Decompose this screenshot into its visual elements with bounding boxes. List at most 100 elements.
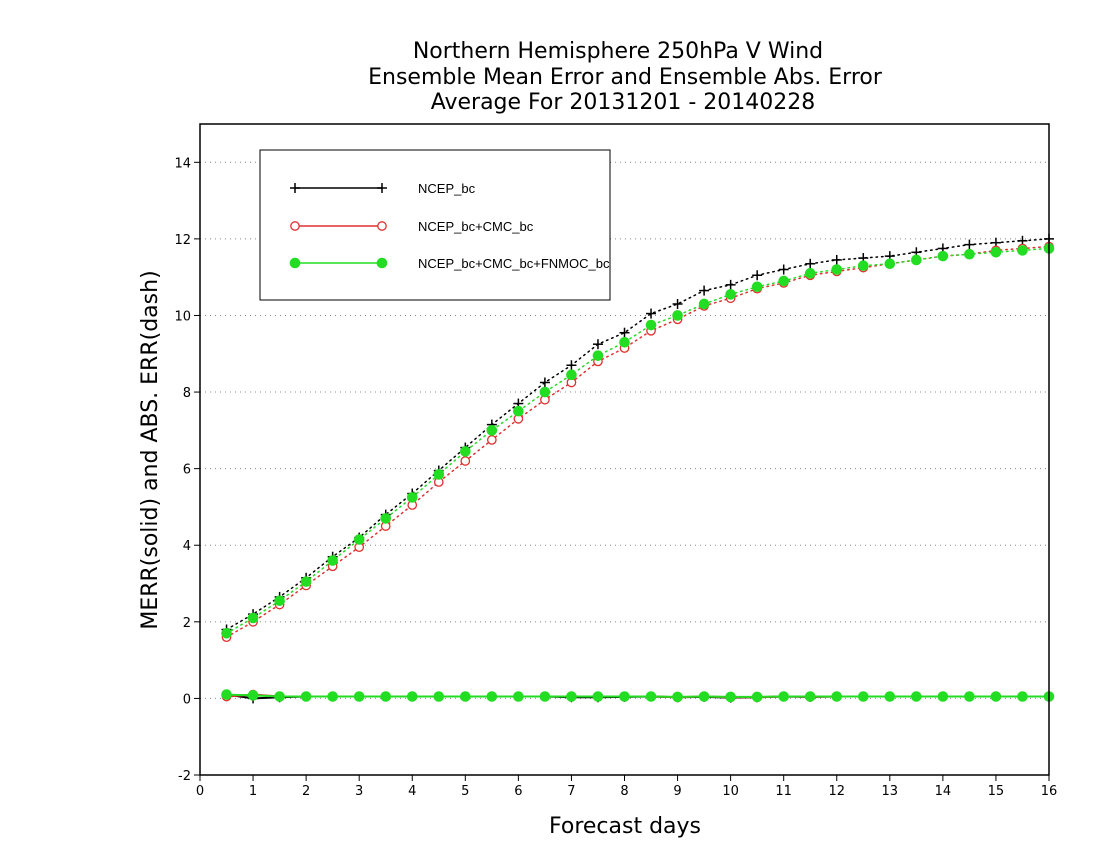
abs-err-point-0-17	[672, 298, 683, 309]
plot-area	[221, 233, 1055, 704]
abs-err-point-0-20	[752, 270, 763, 281]
x-tick-label-11: 11	[775, 784, 792, 799]
abs-err-point-1-9	[460, 456, 471, 466]
x-tick-label-10: 10	[722, 784, 739, 799]
mean-err-point-2-9	[460, 691, 471, 702]
abs-err-point-0-28	[964, 239, 975, 250]
legend-entry-2: NCEP_bc+CMC_bc+FNMOC_bc	[289, 256, 610, 271]
y-axis: -2 0 2 4 6 8 10 12 14	[174, 156, 200, 784]
x-tick-label-13: 13	[882, 784, 899, 799]
mean-err-point-2-23	[831, 691, 843, 702]
abs-err-point-2-27	[937, 250, 949, 262]
abs-err-line-2	[225, 247, 1050, 635]
abs-err-point-0-18	[699, 285, 710, 296]
abs-err-point-2-4	[327, 555, 338, 566]
abs-err-point-2-0	[221, 628, 232, 639]
abs-err-point-0-14	[592, 339, 603, 350]
legend-marker-right-2	[376, 257, 388, 269]
mean-err-point-2-29	[990, 691, 1002, 702]
legend-label-2: NCEP_bc+CMC_bc+FNMOC_bc	[418, 256, 610, 271]
mean-err-point-2-11	[513, 691, 524, 702]
legend-entry-1: NCEP_bc+CMC_bc	[290, 219, 534, 234]
abs-err-point-2-6	[380, 513, 392, 524]
y-tick-label-2: 2	[183, 616, 191, 631]
abs-err-point-2-18	[698, 298, 710, 310]
abs-err-point-2-17	[672, 310, 683, 321]
abs-err-point-0-22	[805, 258, 816, 269]
abs-err-point-2-11	[513, 405, 524, 417]
legend-label-1: NCEP_bc+CMC_bc	[418, 219, 534, 234]
abs-err-point-2-15	[619, 336, 630, 348]
x-tick-label-2: 2	[302, 784, 310, 799]
mean-err-point-2-20	[751, 691, 763, 703]
abs-err-point-2-20	[751, 281, 763, 293]
abs-err-point-0-15	[619, 327, 630, 338]
mean-err-point-2-26	[911, 691, 922, 702]
abs-err-point-2-14	[592, 350, 604, 361]
mean-err-point-2-10	[486, 691, 498, 702]
x-axis-label: Forecast days	[549, 814, 701, 839]
abs-err-point-0-23	[831, 254, 842, 265]
mean-err-point-2-16	[645, 691, 657, 702]
abs-err-point-2-1	[247, 612, 259, 624]
mean-err-point-2-4	[327, 691, 338, 702]
abs-err-point-1-10	[486, 435, 497, 445]
mean-err-point-2-0	[221, 689, 232, 700]
abs-err-point-2-5	[353, 534, 365, 545]
y-tick-label-4: 4	[183, 539, 191, 554]
y-tick-label-6: 6	[183, 463, 191, 478]
abs-err-point-2-10	[486, 425, 498, 436]
y-tick-label-12: 12	[174, 233, 191, 248]
mean-err-point-2-8	[433, 691, 445, 702]
mean-err-point-2-18	[698, 691, 710, 702]
abs-err-point-2-8	[433, 469, 445, 480]
x-tick-label-7: 7	[567, 784, 575, 799]
abs-err-point-2-9	[460, 446, 471, 457]
abs-err-point-0-12	[539, 377, 550, 388]
legend-entry-0: NCEP_bc	[290, 181, 476, 196]
mean-err-point-2-13	[566, 691, 577, 702]
x-tick-label-5: 5	[461, 784, 469, 799]
series-2	[221, 243, 1055, 703]
x-tick-label-15: 15	[988, 784, 1005, 799]
mean-err-point-2-14	[592, 691, 604, 702]
abs-err-point-2-21	[778, 275, 789, 287]
abs-err-point-2-13	[566, 369, 577, 381]
x-tick-label-14: 14	[935, 784, 952, 799]
mean-err-line-2	[226, 693, 1049, 698]
mean-err-point-2-12	[539, 691, 551, 702]
abs-err-point-2-23	[831, 264, 843, 275]
abs-err-point-2-24	[857, 260, 869, 271]
abs-err-point-2-25	[884, 258, 896, 270]
legend-marker-right-1	[377, 221, 387, 231]
legend-marker-left-2	[289, 257, 301, 269]
mean-err-point-2-27	[937, 691, 949, 702]
abs-err-point-0-19	[725, 279, 736, 290]
mean-err-point-2-22	[804, 691, 816, 702]
x-tick-label-3: 3	[355, 784, 363, 799]
y-tick-label-8: 8	[183, 386, 191, 401]
mean-err-point-2-15	[619, 691, 630, 702]
series-0	[221, 233, 1054, 704]
legend-label-0: NCEP_bc	[418, 181, 476, 196]
mean-err-point-2-6	[380, 691, 392, 702]
x-tick-label-0: 0	[196, 784, 204, 799]
y-tick-label-0: 0	[183, 692, 191, 707]
mean-err-point-2-3	[300, 691, 312, 702]
chart-title: Northern Hemisphere 250hPa V Wind Ensemb…	[368, 39, 883, 115]
y-tick-label-14: 14	[174, 156, 191, 171]
abs-err-point-2-16	[645, 319, 657, 331]
abs-err-point-0-21	[778, 264, 789, 275]
mean-err-point-2-25	[884, 691, 896, 702]
abs-err-point-2-30	[1017, 245, 1028, 256]
abs-err-point-2-26	[911, 254, 922, 266]
x-tick-label-8: 8	[620, 784, 628, 799]
title-line-2: Ensemble Mean Error and Ensemble Abs. Er…	[368, 65, 883, 90]
legend-marker-left-0	[290, 183, 300, 193]
x-tick-label-4: 4	[408, 784, 416, 799]
title-line-3: Average For 20131201 - 20140228	[431, 90, 816, 115]
mean-err-point-2-21	[778, 691, 789, 702]
y-tick-label-10: 10	[174, 309, 191, 324]
abs-err-point-2-29	[990, 246, 1002, 258]
